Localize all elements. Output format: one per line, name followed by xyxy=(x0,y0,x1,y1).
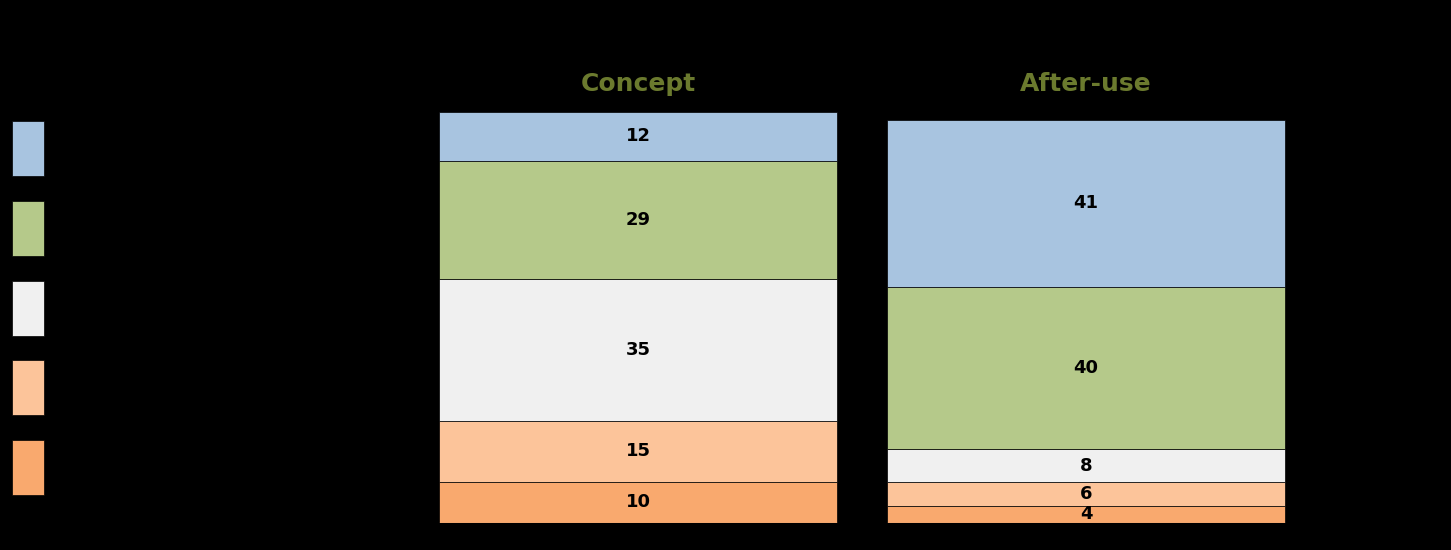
Text: 10: 10 xyxy=(625,493,651,511)
Bar xyxy=(887,506,1286,522)
Text: After-use: After-use xyxy=(1020,72,1152,96)
Text: 12: 12 xyxy=(625,127,651,145)
Text: 8: 8 xyxy=(1080,456,1093,475)
Bar xyxy=(887,287,1286,449)
Text: 6: 6 xyxy=(1080,485,1093,503)
Bar xyxy=(440,279,837,421)
Bar xyxy=(887,482,1286,506)
Text: 15: 15 xyxy=(625,442,651,460)
Text: 4: 4 xyxy=(1080,505,1093,524)
Bar xyxy=(440,421,837,482)
Bar xyxy=(440,161,837,279)
Bar xyxy=(887,120,1286,287)
Text: Concept: Concept xyxy=(580,72,696,96)
Text: 41: 41 xyxy=(1074,194,1098,212)
Bar xyxy=(887,449,1286,482)
Text: 29: 29 xyxy=(625,211,651,229)
Bar xyxy=(440,482,837,522)
Text: 40: 40 xyxy=(1074,359,1098,377)
Text: 35: 35 xyxy=(625,341,651,359)
Bar xyxy=(440,112,837,161)
